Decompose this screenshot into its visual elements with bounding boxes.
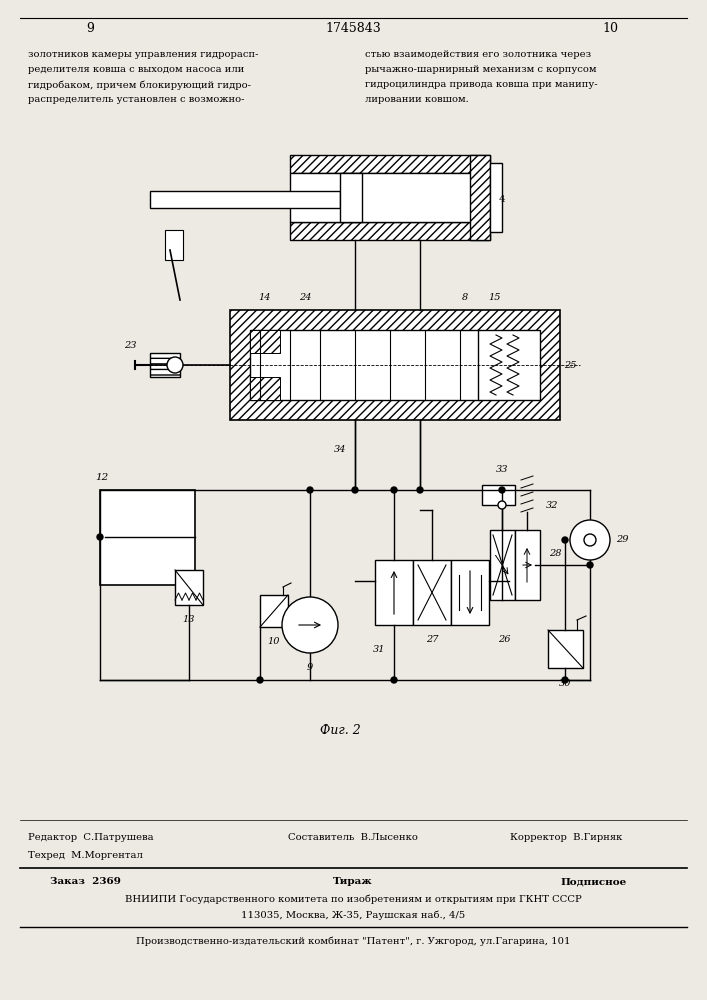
- Text: 25: 25: [563, 360, 576, 369]
- Bar: [260, 595, 288, 627]
- Bar: [375, 560, 413, 625]
- Bar: [515, 530, 540, 600]
- Bar: [250, 330, 480, 400]
- Text: лировании ковшом.: лировании ковшом.: [365, 95, 469, 104]
- Text: 14: 14: [259, 294, 271, 302]
- Circle shape: [167, 357, 183, 373]
- Circle shape: [498, 501, 506, 509]
- Text: 13: 13: [182, 615, 195, 624]
- Circle shape: [570, 520, 610, 560]
- Text: 113035, Москва, Ж-35, Раушская наб., 4/5: 113035, Москва, Ж-35, Раушская наб., 4/5: [241, 911, 465, 920]
- Text: рычажно-шарнирный механизм с корпусом: рычажно-шарнирный механизм с корпусом: [365, 65, 597, 74]
- Text: 10: 10: [602, 21, 618, 34]
- Bar: [413, 560, 451, 625]
- Bar: [290, 173, 490, 222]
- Text: Техред  М.Моргентал: Техред М.Моргентал: [28, 851, 143, 860]
- Bar: [340, 173, 362, 222]
- Bar: [175, 570, 203, 605]
- Circle shape: [257, 677, 263, 683]
- Text: Производственно-издательский комбинат "Патент", г. Ужгород, ул.Гагарина, 101: Производственно-издательский комбинат "П…: [136, 936, 571, 946]
- Bar: [451, 560, 489, 625]
- Text: золотников камеры управления гидрорасп-: золотников камеры управления гидрорасп-: [28, 50, 259, 59]
- Bar: [250, 330, 280, 353]
- Text: 9: 9: [307, 664, 313, 672]
- Bar: [290, 222, 490, 240]
- Circle shape: [587, 562, 593, 568]
- Text: 28: 28: [549, 548, 561, 558]
- Text: 8: 8: [462, 294, 468, 302]
- Circle shape: [307, 487, 313, 493]
- Bar: [150, 353, 180, 377]
- Bar: [150, 191, 340, 208]
- Text: 32: 32: [546, 500, 559, 510]
- Bar: [230, 310, 560, 420]
- Text: ределителя ковша с выходом насоса или: ределителя ковша с выходом насоса или: [28, 65, 245, 74]
- Text: Составитель  В.Лысенко: Составитель В.Лысенко: [288, 833, 418, 842]
- Text: Подписное: Подписное: [560, 877, 626, 886]
- Text: 30: 30: [559, 678, 571, 688]
- Text: 4: 4: [498, 196, 506, 205]
- Bar: [490, 163, 502, 232]
- Circle shape: [97, 534, 103, 540]
- Text: Корректор  В.Гирняк: Корректор В.Гирняк: [510, 833, 622, 842]
- Bar: [290, 155, 490, 173]
- Circle shape: [417, 487, 423, 493]
- Circle shape: [352, 487, 358, 493]
- Text: 12: 12: [95, 474, 108, 483]
- Circle shape: [562, 537, 568, 543]
- Text: ВНИИПИ Государственного комитета по изобретениям и открытиям при ГКНТ СССР: ВНИИПИ Государственного комитета по изоб…: [124, 895, 581, 904]
- Bar: [470, 155, 490, 240]
- Text: гидробаком, причем блокирующий гидро-: гидробаком, причем блокирующий гидро-: [28, 80, 251, 90]
- Circle shape: [391, 487, 397, 493]
- Text: стью взаимодействия его золотника через: стью взаимодействия его золотника через: [365, 50, 591, 59]
- Bar: [478, 330, 540, 400]
- Text: 29: 29: [616, 536, 629, 544]
- Text: 34: 34: [334, 446, 346, 454]
- Text: гидроцилиндра привода ковша при манипу-: гидроцилиндра привода ковша при манипу-: [365, 80, 597, 89]
- Text: 23: 23: [124, 340, 136, 350]
- Text: распределитель установлен с возможно-: распределитель установлен с возможно-: [28, 95, 245, 104]
- Text: 1745843: 1745843: [325, 21, 381, 34]
- Text: Заказ  2369: Заказ 2369: [50, 877, 121, 886]
- Text: 10: 10: [268, 638, 280, 647]
- Text: Фиг. 2: Фиг. 2: [320, 724, 361, 736]
- Text: 33: 33: [496, 466, 508, 475]
- Bar: [100, 490, 195, 585]
- Circle shape: [562, 677, 568, 683]
- Bar: [548, 630, 583, 668]
- Circle shape: [584, 534, 596, 546]
- Text: 24: 24: [299, 294, 311, 302]
- Bar: [482, 485, 515, 505]
- Bar: [165, 230, 183, 260]
- Bar: [250, 377, 280, 400]
- Circle shape: [282, 597, 338, 653]
- Circle shape: [499, 487, 505, 493]
- Text: Редактор  С.Патрушева: Редактор С.Патрушева: [28, 833, 153, 842]
- Bar: [490, 530, 515, 600]
- Text: 15: 15: [489, 294, 501, 302]
- Text: 31: 31: [373, 646, 385, 654]
- Text: 26: 26: [498, 636, 510, 645]
- Text: 9: 9: [86, 21, 94, 34]
- Circle shape: [391, 677, 397, 683]
- Text: 27: 27: [426, 636, 438, 645]
- Text: Тираж: Тираж: [333, 877, 373, 886]
